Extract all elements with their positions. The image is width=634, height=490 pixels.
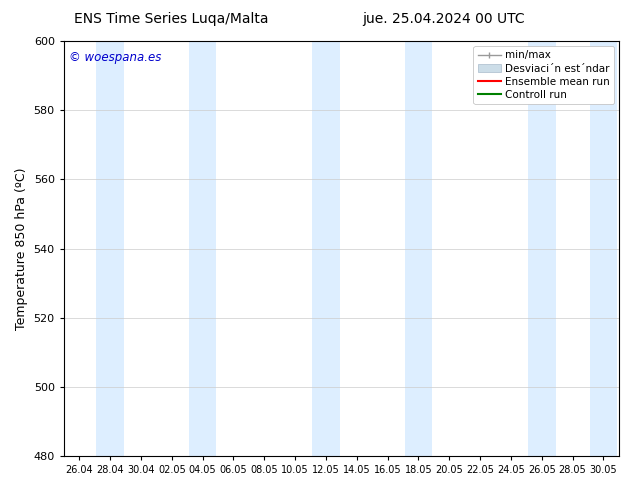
Bar [404, 41, 432, 456]
Text: © woespana.es: © woespana.es [69, 51, 162, 64]
Legend: min/max, Desviaci´n est´ndar, Ensemble mean run, Controll run: min/max, Desviaci´n est´ndar, Ensemble m… [474, 46, 614, 104]
Bar [528, 41, 555, 456]
Bar [590, 41, 618, 456]
Y-axis label: Temperature 850 hPa (ºC): Temperature 850 hPa (ºC) [15, 167, 28, 330]
Bar [312, 41, 340, 456]
Bar [189, 41, 216, 456]
Text: jue. 25.04.2024 00 UTC: jue. 25.04.2024 00 UTC [363, 12, 525, 26]
Bar [96, 41, 124, 456]
Text: ENS Time Series Luqa/Malta: ENS Time Series Luqa/Malta [74, 12, 268, 26]
